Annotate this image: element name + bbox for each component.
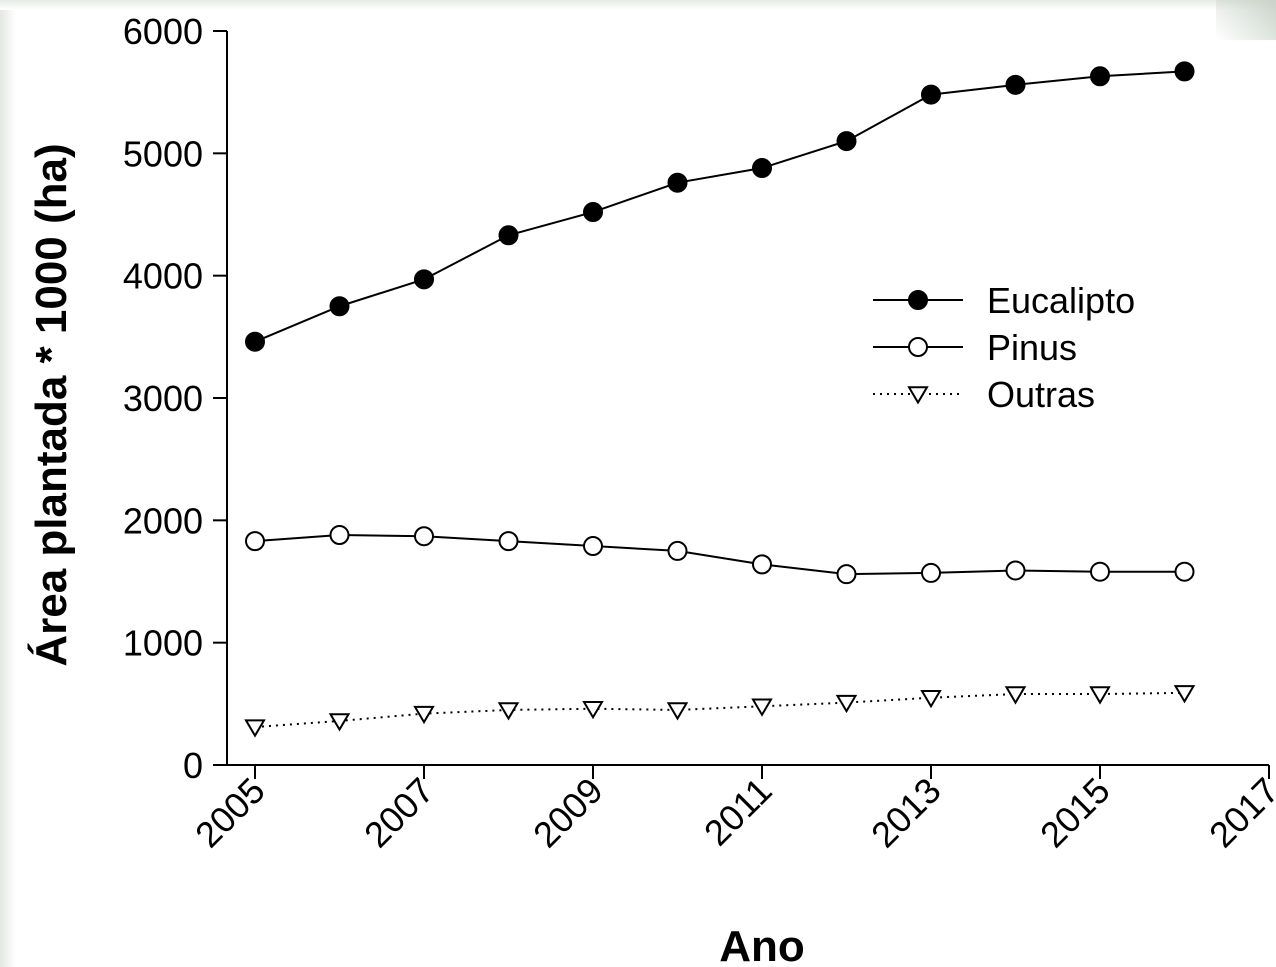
data-point <box>835 694 858 714</box>
series-eucalipto <box>245 61 1195 352</box>
data-point <box>1005 560 1026 581</box>
data-point <box>582 700 604 720</box>
data-point <box>583 202 603 223</box>
background-corner-decoration <box>1216 0 1276 40</box>
x-tick-label: 2013 <box>863 770 949 856</box>
data-point <box>329 525 350 546</box>
data-point <box>752 554 772 575</box>
background-edge-left <box>0 0 16 967</box>
background-edge-top <box>0 0 1276 10</box>
data-point <box>413 705 435 725</box>
data-point <box>920 689 942 709</box>
y-tick-label: 1000 <box>123 623 203 664</box>
y-axis-title: Área plantada * 1000 (ha) <box>26 143 76 666</box>
data-point <box>667 540 688 561</box>
series-line <box>254 70 1185 343</box>
y-tick-label: 6000 <box>123 11 203 52</box>
data-point <box>1090 66 1110 87</box>
data-point <box>1090 561 1110 582</box>
legend-label: Outras <box>987 374 1095 415</box>
series-outras <box>244 685 1196 738</box>
legend-item-outras: Outras <box>873 374 1095 415</box>
x-tick-label: 2015 <box>1032 770 1118 856</box>
legend-label: Pinus <box>987 327 1077 368</box>
data-point <box>414 526 434 547</box>
data-point <box>921 84 941 105</box>
data-point <box>667 172 688 193</box>
plot-series <box>244 61 1196 738</box>
data-point <box>836 131 857 152</box>
data-point <box>329 296 350 317</box>
data-point <box>245 531 265 552</box>
data-point <box>836 564 857 585</box>
x-tick-label: 2017 <box>1201 770 1276 856</box>
data-point <box>1005 74 1026 95</box>
x-tick-label: 2011 <box>696 770 780 854</box>
data-point <box>245 331 265 352</box>
data-point <box>1004 686 1027 705</box>
data-point <box>414 269 434 290</box>
y-tick-label: 2000 <box>123 500 203 541</box>
legend-item-pinus: Pinus <box>873 327 1077 368</box>
data-point <box>497 702 520 721</box>
data-point <box>498 531 519 552</box>
legend-item-eucalipto: Eucalipto <box>873 280 1135 321</box>
x-axis-ticks: 2005 2007 2009 2011 2013 2015 2017 <box>187 765 1276 855</box>
data-point <box>1174 61 1195 82</box>
legend: Eucalipto Pinus Outras <box>873 280 1135 415</box>
data-point <box>1173 685 1196 704</box>
data-point <box>583 536 603 557</box>
x-axis-title: Ano <box>719 922 805 967</box>
series-line <box>254 691 1185 729</box>
x-tick-label: 2007 <box>356 770 442 856</box>
y-tick-label: 3000 <box>123 378 203 419</box>
y-tick-label: 0 <box>183 745 203 786</box>
legend-label: Eucalipto <box>987 280 1135 321</box>
legend-marker <box>908 337 928 357</box>
data-point <box>752 158 772 179</box>
series-line <box>254 534 1185 576</box>
series-pinus <box>245 525 1195 585</box>
data-point <box>751 698 773 717</box>
data-point <box>666 702 689 721</box>
y-tick-label: 5000 <box>123 133 203 174</box>
data-point <box>1089 686 1111 705</box>
y-tick-label: 4000 <box>123 256 203 297</box>
data-point <box>921 562 941 583</box>
data-point <box>328 713 351 732</box>
data-point <box>498 225 519 246</box>
legend-marker <box>908 290 928 310</box>
y-axis-ticks: 0 1000 2000 3000 4000 5000 6000 <box>123 11 227 786</box>
x-tick-label: 2009 <box>525 770 611 856</box>
data-point <box>1174 561 1195 582</box>
legend-marker <box>907 386 929 405</box>
data-point <box>244 719 266 738</box>
